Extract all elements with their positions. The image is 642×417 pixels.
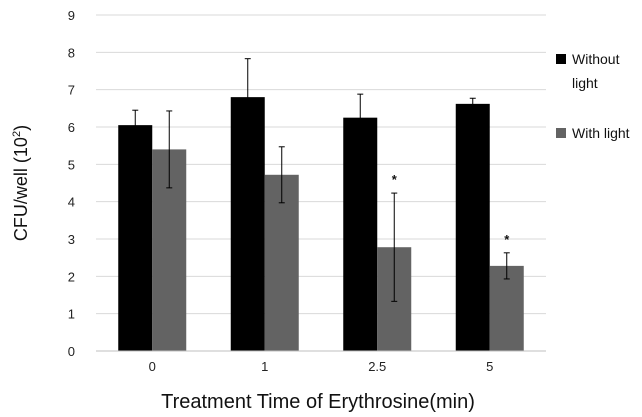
y-axis-title-close: ) bbox=[11, 125, 31, 131]
x-axis-title: Treatment Time of Erythrosine(min) bbox=[161, 391, 475, 413]
y-tick-label: 6 bbox=[68, 120, 75, 135]
bars bbox=[118, 97, 524, 352]
significance-asterisk: * bbox=[504, 232, 510, 247]
x-tick-label: 2.5 bbox=[368, 359, 386, 374]
bar bbox=[455, 103, 490, 351]
significance-asterisk: * bbox=[392, 172, 398, 187]
bar bbox=[264, 174, 299, 351]
y-tick-label: 4 bbox=[68, 195, 75, 210]
y-axis-title-text: CFU/well (10 bbox=[11, 137, 31, 241]
y-tick-label: 5 bbox=[68, 157, 75, 172]
y-tick-label: 2 bbox=[68, 269, 75, 284]
error-bars bbox=[132, 58, 510, 302]
bar bbox=[343, 117, 378, 352]
bar bbox=[118, 125, 153, 351]
y-tick-label: 3 bbox=[68, 232, 75, 247]
y-tick-label: 0 bbox=[68, 344, 75, 359]
legend-label: With light bbox=[572, 125, 630, 141]
x-tick-label: 5 bbox=[486, 359, 493, 374]
y-axis-title: CFU/well (102) bbox=[11, 125, 31, 241]
x-tick-label: 1 bbox=[261, 359, 268, 374]
y-axis-title-superscript: 2 bbox=[11, 131, 23, 137]
bar bbox=[489, 265, 524, 351]
legend-label: Without bbox=[572, 51, 620, 67]
x-tick-label: 0 bbox=[149, 359, 156, 374]
y-tick-label: 8 bbox=[68, 45, 75, 60]
legend: Without light With light bbox=[556, 51, 630, 141]
legend-swatch bbox=[556, 54, 566, 64]
y-tick-label: 1 bbox=[68, 307, 75, 322]
x-tick-labels: 0 1 2.5 5 bbox=[149, 359, 494, 374]
legend-swatch bbox=[556, 128, 566, 138]
y-tick-labels: 0 1 2 3 4 5 6 7 8 9 bbox=[68, 8, 75, 359]
y-tick-label: 7 bbox=[68, 83, 75, 98]
significance-marks: ** bbox=[392, 172, 511, 247]
y-tick-label: 9 bbox=[68, 8, 75, 23]
bar bbox=[230, 97, 265, 351]
legend-label: light bbox=[572, 75, 598, 91]
